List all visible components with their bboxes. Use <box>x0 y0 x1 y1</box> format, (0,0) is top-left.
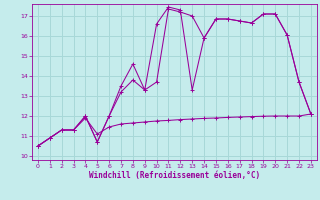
X-axis label: Windchill (Refroidissement éolien,°C): Windchill (Refroidissement éolien,°C) <box>89 171 260 180</box>
